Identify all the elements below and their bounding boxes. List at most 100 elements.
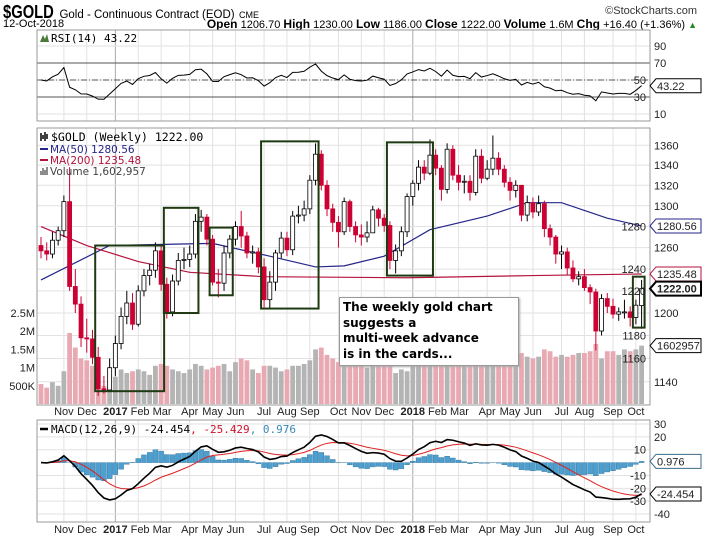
candle-body xyxy=(210,238,216,283)
candle-body xyxy=(496,157,502,170)
candle-body xyxy=(170,280,175,313)
macd-tag-text: -24.454 xyxy=(657,489,694,501)
legend-volume: Volume 1,602,957 xyxy=(50,166,146,178)
candle xyxy=(130,293,135,330)
candle xyxy=(141,269,147,297)
macd-hist-bar xyxy=(621,462,628,468)
volume-icon xyxy=(40,167,48,175)
candle-body xyxy=(84,337,90,340)
candle-body xyxy=(107,367,113,391)
candle-body xyxy=(187,253,193,260)
volume-bar xyxy=(616,354,622,404)
x-tick-label: Sep xyxy=(300,524,320,536)
volume-bar xyxy=(347,354,353,404)
candle-body xyxy=(301,208,307,216)
candle-body xyxy=(227,238,233,254)
candle-body xyxy=(479,155,484,179)
candle xyxy=(541,200,547,238)
candle xyxy=(295,205,301,224)
candle-body xyxy=(147,269,153,276)
candle xyxy=(616,307,622,321)
candle xyxy=(358,224,364,246)
macd-hist-bar xyxy=(558,462,565,475)
candle xyxy=(536,195,542,217)
macd-hist-bar xyxy=(261,462,267,468)
x-tick-label: Feb xyxy=(131,406,150,418)
macd-line xyxy=(40,434,642,501)
candle-body xyxy=(330,208,336,223)
x-tick-label: Aug xyxy=(277,524,297,536)
candle xyxy=(204,214,210,246)
ma200-tag-text: 1235.48 xyxy=(657,269,697,281)
brand-logo[interactable]: ©StockCharts.com xyxy=(605,5,697,17)
volume-bar xyxy=(541,349,547,404)
legend-price: $GOLD (Weekly) 1222.00 xyxy=(51,130,203,144)
volume-tick-label: 2.5M xyxy=(11,308,35,320)
candle-body xyxy=(118,315,124,344)
candle-body xyxy=(404,196,410,233)
candle xyxy=(587,284,593,305)
macd-hist-bar xyxy=(312,451,319,463)
macd-hist-bar xyxy=(524,462,530,471)
volume-bar xyxy=(536,356,542,404)
ma200-value-tag: 1235.48 xyxy=(649,266,702,282)
rsi-value-tag: 43.22 xyxy=(649,78,702,94)
candle xyxy=(627,306,633,327)
rsi-tick-label: 30 xyxy=(634,92,646,104)
volume-bar xyxy=(501,358,507,404)
macd-hist-bar xyxy=(289,460,296,463)
candle-body xyxy=(221,252,227,284)
candle-body xyxy=(387,225,393,261)
volume-bar xyxy=(313,349,318,404)
volume-bar xyxy=(147,374,153,404)
price-panel xyxy=(36,127,651,406)
volume-bar xyxy=(227,371,233,404)
candle-body xyxy=(278,237,284,254)
x-tick-label: 2017 xyxy=(103,524,127,536)
value-tags: 43.22 1280.56 1235.48 1222.00 1602957 0.… xyxy=(648,78,702,502)
candle xyxy=(307,175,313,215)
volume-bar xyxy=(261,365,267,404)
volume-bar xyxy=(204,369,210,404)
volume-bar xyxy=(604,351,610,404)
volume-bar xyxy=(524,356,530,404)
candle xyxy=(496,152,502,176)
candle-body xyxy=(130,302,135,325)
candle xyxy=(387,221,393,270)
candle xyxy=(273,249,278,291)
candle-body xyxy=(410,182,416,197)
x-tick-label: Apr xyxy=(479,406,496,418)
close-label: Close xyxy=(425,17,458,31)
macd-hist-bar xyxy=(135,458,141,463)
volume-bar xyxy=(318,347,324,404)
macd-hist-bar xyxy=(232,457,239,463)
x-tick-label: Nov xyxy=(54,406,74,418)
volume-bar xyxy=(267,365,273,404)
ma50-line xyxy=(40,202,642,281)
macd-hist-bar xyxy=(427,454,433,463)
volume-bar xyxy=(336,362,341,404)
candle xyxy=(44,242,50,261)
volume-bar xyxy=(301,363,307,404)
candle-body xyxy=(61,201,67,232)
x-tick-label: Apr xyxy=(181,406,198,418)
annotation-line: multi-week advance xyxy=(343,331,479,345)
up-triangle-icon: ▲ xyxy=(688,20,697,30)
candle xyxy=(353,221,359,243)
candle xyxy=(221,245,227,291)
macd-hist-bar xyxy=(518,462,525,470)
candle-body xyxy=(393,250,399,261)
macd-hist-bar xyxy=(255,462,262,464)
candle-body xyxy=(164,283,170,313)
highlight-box xyxy=(208,226,234,297)
volume-bar xyxy=(78,358,84,404)
volume-label: Volume xyxy=(503,17,547,31)
price-tick-label: 1340 xyxy=(654,160,678,172)
volume-bar xyxy=(461,358,467,404)
candle-body xyxy=(381,217,387,226)
x-tick-label: Mar xyxy=(153,524,172,536)
macd-value-tag: -24.454 xyxy=(649,486,702,502)
candle-body xyxy=(416,166,421,184)
volume-tick-label: 1.5M xyxy=(11,344,35,356)
